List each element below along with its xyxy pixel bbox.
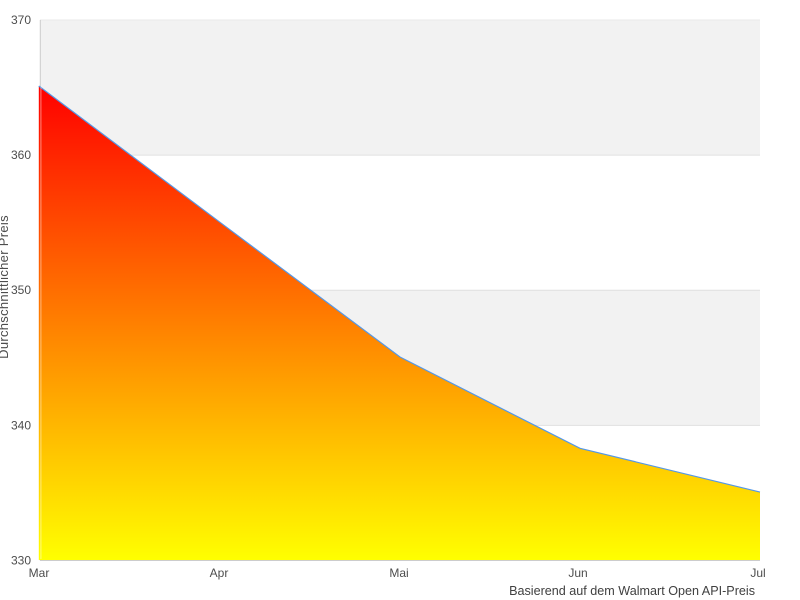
svg-text:Mar: Mar (29, 566, 50, 580)
svg-text:370: 370 (11, 13, 31, 27)
svg-text:Apr: Apr (210, 566, 229, 580)
svg-text:350: 350 (11, 283, 31, 297)
svg-text:340: 340 (11, 418, 31, 432)
svg-text:360: 360 (11, 148, 31, 162)
svg-text:Jul: Jul (750, 566, 765, 580)
svg-text:Mai: Mai (389, 566, 408, 580)
svg-text:Jun: Jun (568, 566, 587, 580)
svg-text:Durchschnittlicher Preis: Durchschnittlicher Preis (0, 215, 11, 359)
svg-text:330: 330 (11, 554, 31, 568)
svg-text:Basierend auf dem Walmart Open: Basierend auf dem Walmart Open API-Preis (509, 584, 755, 598)
